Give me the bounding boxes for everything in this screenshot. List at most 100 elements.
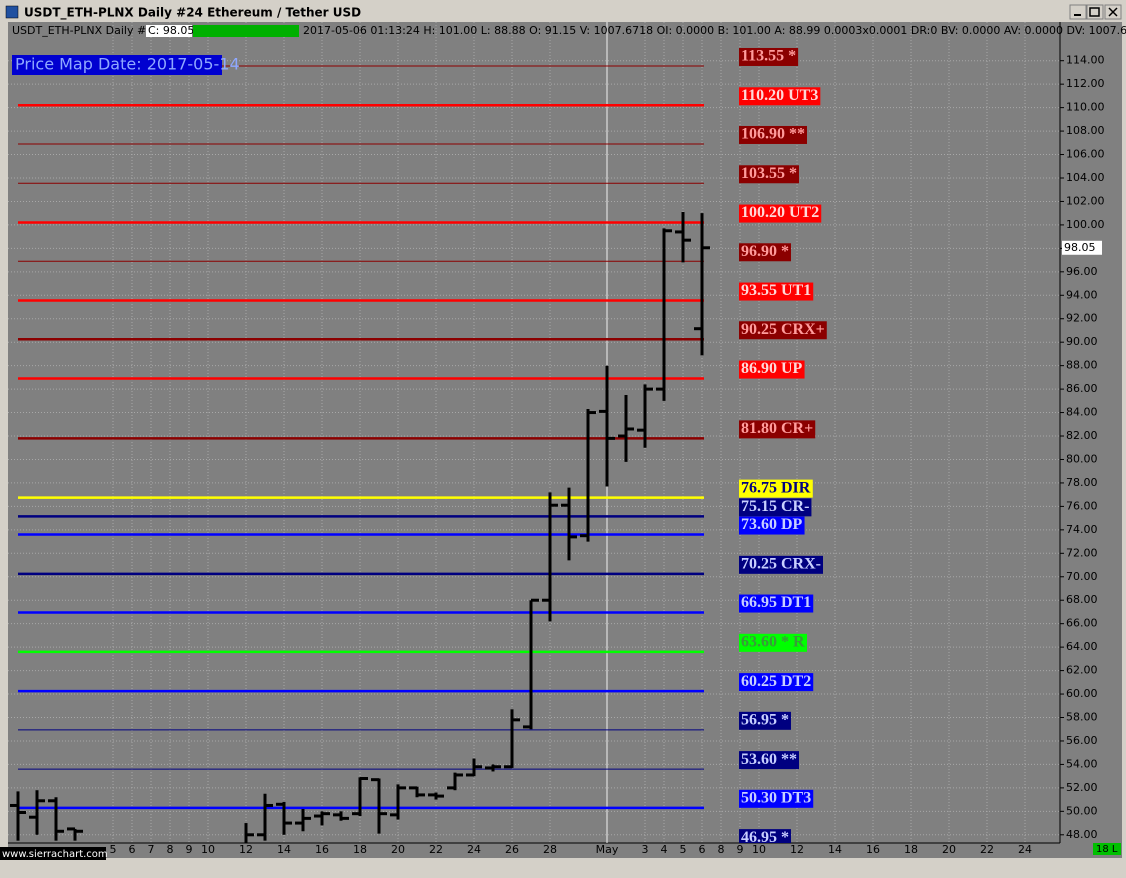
- level-label: 66.95 DT1: [741, 594, 811, 611]
- x-tick-label: 5: [110, 843, 117, 856]
- y-tick-label: 48.00: [1066, 828, 1098, 841]
- level-label: 90.25 CRX+: [741, 321, 825, 338]
- y-tick-label: 96.00: [1066, 265, 1098, 278]
- level-label: 53.60 **: [741, 751, 797, 768]
- close-icon: [1108, 7, 1118, 17]
- level-box: [739, 594, 814, 613]
- y-tick-label: 108.00: [1066, 124, 1105, 137]
- price-levels: 113.55 * 110.20 UT3 106.90 ** 103.55 * 100.2…: [18, 47, 827, 846]
- level-label: 103.55 *: [741, 165, 797, 182]
- maximize-icon: [1089, 7, 1100, 17]
- level-box: [739, 47, 799, 66]
- y-tick-label: 74.00: [1066, 523, 1098, 536]
- level-label: 75.15 CR-: [741, 498, 809, 515]
- level-box: [739, 165, 799, 184]
- axes: 48.00 50.00 52.00 54.00 56.00 58.00 60.00 62.00…: [110, 54, 1105, 856]
- level-label: 113.55 *: [741, 48, 796, 65]
- x-tick-label: May: [596, 843, 619, 856]
- x-tick-label: 16: [315, 843, 329, 856]
- level-box: [739, 360, 805, 379]
- x-tick-label: 7: [148, 843, 155, 856]
- app-icon: [5, 5, 19, 19]
- x-tick-label: 8: [718, 843, 725, 856]
- y-tick-label: 68.00: [1066, 593, 1098, 606]
- window-title: USDT_ETH-PLNX Daily #24 Ethereum / Tethe…: [24, 6, 361, 21]
- level-box: [739, 498, 812, 517]
- x-tick-label: 9: [186, 843, 193, 856]
- x-tick-label: 24: [1018, 843, 1032, 856]
- y-tick-label: 114.00: [1066, 54, 1105, 67]
- level-label: 63.60 * R: [741, 633, 805, 650]
- level-box: [739, 243, 791, 262]
- y-tick-label: 64.00: [1066, 640, 1098, 653]
- last-price: C: 98.05: [148, 24, 194, 37]
- last-price-box: [146, 25, 192, 37]
- y-tick-label: 78.00: [1066, 476, 1098, 489]
- y-tick-label: 106.00: [1066, 148, 1105, 161]
- x-tick-label: 9: [737, 843, 744, 856]
- y-tick-label: 110.00: [1066, 101, 1105, 114]
- level-box: [739, 204, 822, 223]
- y-tick-label: 94.00: [1066, 288, 1098, 301]
- x-tick-label: 12: [239, 843, 253, 856]
- status: 18 L: [1096, 844, 1118, 855]
- last-price-tag-label: 98.05: [1064, 241, 1096, 254]
- level-box: [739, 516, 805, 535]
- y-tick-label: 62.00: [1066, 664, 1098, 677]
- y-tick-label: 104.00: [1066, 171, 1105, 184]
- x-tick-label: 20: [942, 843, 956, 856]
- level-label: 46.95 *: [741, 829, 789, 846]
- status-indicator: [193, 25, 299, 37]
- title-bar: [2, 2, 1124, 22]
- window-buttons[interactable]: [1069, 4, 1122, 20]
- x-tick-label: 24: [467, 843, 481, 856]
- level-box: [739, 789, 814, 808]
- level-label: 110.20 UT3: [741, 87, 818, 104]
- level-box: [739, 711, 791, 730]
- symbol-info: USDT_ETH-PLNX Daily #24: [12, 24, 160, 37]
- x-tick-label: 26: [505, 843, 519, 856]
- y-tick-label: 58.00: [1066, 711, 1098, 724]
- x-tick-label: 20: [391, 843, 405, 856]
- x-tick-label: 5: [680, 843, 687, 856]
- y-tick-label: 52.00: [1066, 781, 1098, 794]
- y-tick-label: 92.00: [1066, 312, 1098, 325]
- status-box: [1093, 843, 1121, 855]
- x-tick-label: 6: [699, 843, 706, 856]
- x-tick-label: 22: [980, 843, 994, 856]
- level-box: [739, 829, 791, 843]
- y-tick-label: 82.00: [1066, 429, 1098, 442]
- plot: 113.55 * 110.20 UT3 106.90 ** 103.55 * 100.2…: [8, 22, 1060, 846]
- level-box: [739, 479, 813, 498]
- level-box: [739, 321, 827, 340]
- level-label: 60.25 DT2: [741, 673, 811, 690]
- x-tick-label: 8: [167, 843, 174, 856]
- y-tick-label: 70.00: [1066, 570, 1098, 583]
- level-box: [739, 420, 816, 439]
- level-label: 93.55 UT1: [741, 282, 811, 299]
- x-tick-label: 14: [828, 843, 842, 856]
- x-tick-label: 22: [429, 843, 443, 856]
- level-label: 70.25 CRX-: [741, 556, 821, 573]
- level-label: 100.20 UT2: [741, 204, 819, 221]
- x-tick-label: 10: [201, 843, 215, 856]
- y-tick-label: 112.00: [1066, 77, 1105, 90]
- level-box: [739, 87, 821, 106]
- y-tick-label: 86.00: [1066, 382, 1098, 395]
- y-tick-label: 90.00: [1066, 335, 1098, 348]
- level-label: 76.75 DIR: [741, 479, 811, 496]
- x-tick-label: 14: [277, 843, 291, 856]
- x-tick-label: 4: [661, 843, 668, 856]
- x-tick-label: 18: [353, 843, 367, 856]
- y-tick-label: 60.00: [1066, 687, 1098, 700]
- x-tick-label: 18: [904, 843, 918, 856]
- level-label: 50.30 DT3: [741, 789, 811, 806]
- x-tick-label: 16: [866, 843, 880, 856]
- y-tick-label: 80.00: [1066, 452, 1098, 465]
- level-box: [739, 282, 814, 301]
- x-tick-label: 12: [790, 843, 804, 856]
- level-box: [739, 673, 814, 692]
- minimize-button[interactable]: [1069, 4, 1087, 20]
- y-tick-label: 100.00: [1066, 218, 1105, 231]
